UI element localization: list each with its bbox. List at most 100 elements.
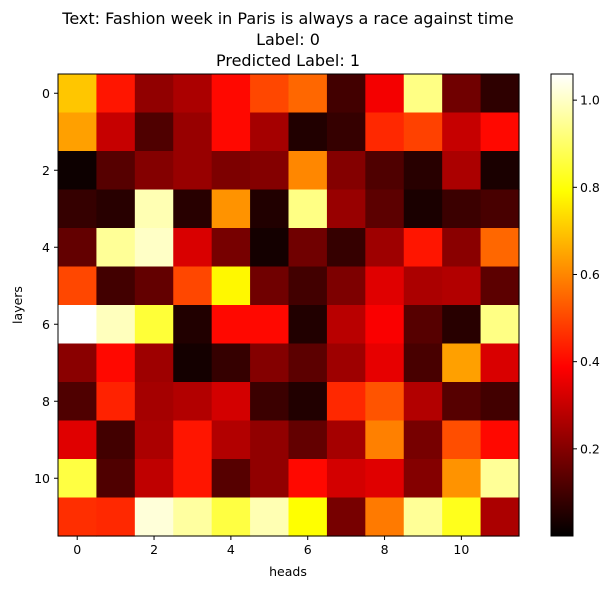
heatmap-cell-r4-c2 (134, 228, 174, 268)
heatmap-cell-r9-c3 (173, 420, 213, 460)
heatmap-cell-r10-c8 (365, 459, 405, 499)
heatmap-cell-r7-c6 (288, 343, 328, 383)
x-tick-label-10: 10 (453, 542, 469, 557)
heatmap-cell-r9-c2 (134, 420, 174, 460)
heatmap-cell-r3-c3 (173, 189, 213, 229)
heatmap-cell-r3-c7 (326, 189, 366, 229)
heatmap-cell-r9-c9 (403, 420, 443, 460)
heatmap-cell-r1-c6 (288, 112, 328, 152)
heatmap-cell-r0-c6 (288, 74, 328, 114)
heatmap-cell-r8-c1 (96, 382, 136, 422)
heatmap-cell-r6-c4 (211, 305, 251, 345)
heatmap-cell-r7-c11 (480, 343, 520, 383)
heatmap-cell-r11-c6 (288, 497, 328, 537)
heatmap-cell-r3-c6 (288, 189, 328, 229)
heatmap-cell-r8-c2 (134, 382, 174, 422)
heatmap-cell-r10-c3 (173, 459, 213, 499)
heatmap-cell-r9-c1 (96, 420, 136, 460)
heatmap-cell-r8-c10 (442, 382, 482, 422)
heatmap-cell-r0-c10 (442, 74, 482, 114)
heatmap-cell-r3-c5 (250, 189, 290, 229)
heatmap-cell-r11-c11 (480, 497, 520, 537)
heatmap-cell-r1-c1 (96, 112, 136, 152)
heatmap-cell-r11-c2 (134, 497, 174, 537)
heatmap-cell-r5-c4 (211, 266, 251, 306)
heatmap-cell-r2-c7 (326, 151, 366, 191)
y-tick-label-8: 8 (42, 394, 50, 409)
heatmap-cell-r10-c2 (134, 459, 174, 499)
heatmap-cell-r3-c11 (480, 189, 520, 229)
heatmap-cell-r3-c2 (134, 189, 174, 229)
heatmap-cell-r7-c8 (365, 343, 405, 383)
heatmap-cell-r6-c9 (403, 305, 443, 345)
heatmap-cell-r9-c4 (211, 420, 251, 460)
title-line-3: Predicted Label: 1 (216, 51, 360, 70)
x-tick-label-0: 0 (73, 542, 81, 557)
heatmap-cell-r4-c3 (173, 228, 213, 268)
heatmap-cell-r4-c7 (326, 228, 366, 268)
heatmap-cell-r5-c10 (442, 266, 482, 306)
colorbar-tick-label-0.2: 0.2 (580, 441, 600, 456)
heatmap-cell-r1-c7 (326, 112, 366, 152)
heatmap-cell-r4-c8 (365, 228, 405, 268)
heatmap-cell-r11-c10 (442, 497, 482, 537)
heatmap-cell-r9-c6 (288, 420, 328, 460)
heatmap-cell-r9-c10 (442, 420, 482, 460)
colorbar-ticks: 0.2 0.4 0.6 0.8 1.0 (573, 93, 600, 456)
heatmap-cell-r5-c11 (480, 266, 520, 306)
heatmap-cell-r0-c8 (365, 74, 405, 114)
heatmap-cell-r4-c9 (403, 228, 443, 268)
title-line-2: Label: 0 (256, 30, 320, 49)
heatmap-cell-r6-c10 (442, 305, 482, 345)
heatmap-cell-r8-c4 (211, 382, 251, 422)
heatmap-cell-r4-c5 (250, 228, 290, 268)
y-tick-label-0: 0 (42, 86, 50, 101)
chart-title: Text: Fashion week in Paris is always a … (61, 9, 513, 70)
heatmap-cell-r5-c9 (403, 266, 443, 306)
heatmap-cell-r2-c0 (58, 151, 98, 191)
heatmap-cell-r7-c7 (326, 343, 366, 383)
heatmap-cell-r5-c7 (326, 266, 366, 306)
heatmap-cell-r3-c4 (211, 189, 251, 229)
heatmap-cell-r2-c8 (365, 151, 405, 191)
heatmap-cell-r4-c6 (288, 228, 328, 268)
heatmap-cell-r0-c5 (250, 74, 290, 114)
heatmap-cell-r5-c1 (96, 266, 136, 306)
heatmap-cell-r5-c3 (173, 266, 213, 306)
heatmap-cell-r8-c3 (173, 382, 213, 422)
heatmap-cell-r11-c3 (173, 497, 213, 537)
heatmap-cell-r2-c4 (211, 151, 251, 191)
heatmap-cell-r8-c0 (58, 382, 98, 422)
x-tick-label-4: 4 (227, 542, 235, 557)
heatmap-cell-r7-c4 (211, 343, 251, 383)
heatmap-cell-r10-c9 (403, 459, 443, 499)
heatmap-cell-r3-c9 (403, 189, 443, 229)
heatmap-cell-r10-c11 (480, 459, 520, 499)
heatmap-cell-r3-c0 (58, 189, 98, 229)
x-axis-ticks: 0 2 4 6 8 10 (73, 536, 469, 557)
colorbar (550, 73, 574, 537)
heatmap-cell-r10-c7 (326, 459, 366, 499)
heatmap-cell-r1-c4 (211, 112, 251, 152)
heatmap-cell-r6-c7 (326, 305, 366, 345)
heatmap-cell-r8-c11 (480, 382, 520, 422)
heatmap-cell-r4-c1 (96, 228, 136, 268)
heatmap-cell-r6-c1 (96, 305, 136, 345)
y-tick-label-2: 2 (42, 163, 50, 178)
heatmap-cell-r6-c0 (58, 305, 98, 345)
heatmap-cell-r1-c2 (134, 112, 174, 152)
heatmap-cell-r3-c10 (442, 189, 482, 229)
heatmap-cell-r3-c1 (96, 189, 136, 229)
colorbar-tick-label-0.4: 0.4 (580, 354, 600, 369)
heatmap-cell-r7-c0 (58, 343, 98, 383)
colorbar-tick-label-0.8: 0.8 (580, 180, 600, 195)
heatmap-cell-r6-c3 (173, 305, 213, 345)
heatmap-cell-r6-c2 (134, 305, 174, 345)
heatmap-cell-r4-c0 (58, 228, 98, 268)
heatmap-cell-r4-c10 (442, 228, 482, 268)
heatmap-cell-r9-c8 (365, 420, 405, 460)
heatmap-cell-r3-c8 (365, 189, 405, 229)
heatmap-cell-r2-c2 (134, 151, 174, 191)
colorbar-tick-label-0.6: 0.6 (580, 267, 600, 282)
